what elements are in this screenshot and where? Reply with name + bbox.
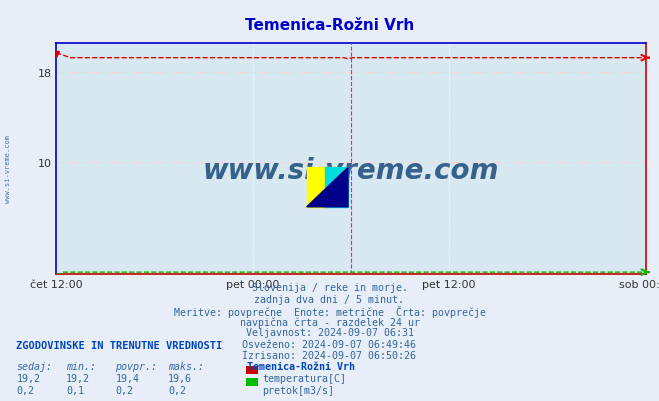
Text: 0,1: 0,1 xyxy=(66,385,84,395)
Bar xyxy=(326,168,348,207)
Text: Meritve: povprečne  Enote: metrične  Črta: povprečje: Meritve: povprečne Enote: metrične Črta:… xyxy=(173,305,486,317)
Text: zadnja dva dni / 5 minut.: zadnja dva dni / 5 minut. xyxy=(254,294,405,304)
Text: maks.:: maks.: xyxy=(168,361,204,371)
Text: www.si-vreme.com: www.si-vreme.com xyxy=(5,134,11,203)
Text: 0,2: 0,2 xyxy=(16,385,34,395)
Text: ZGODOVINSKE IN TRENUTNE VREDNOSTI: ZGODOVINSKE IN TRENUTNE VREDNOSTI xyxy=(16,340,223,350)
Text: Temenica-Rožni Vrh: Temenica-Rožni Vrh xyxy=(247,361,355,371)
Text: Izrisano: 2024-09-07 06:50:26: Izrisano: 2024-09-07 06:50:26 xyxy=(243,350,416,360)
Text: 0,2: 0,2 xyxy=(115,385,133,395)
Text: Osveženo: 2024-09-07 06:49:46: Osveženo: 2024-09-07 06:49:46 xyxy=(243,339,416,349)
Text: navpična črta - razdelek 24 ur: navpična črta - razdelek 24 ur xyxy=(239,316,420,327)
Text: min.:: min.: xyxy=(66,361,96,371)
Text: www.si-vreme.com: www.si-vreme.com xyxy=(203,157,499,185)
Text: 19,2: 19,2 xyxy=(66,373,90,383)
Text: 19,2: 19,2 xyxy=(16,373,40,383)
Text: Temenica-Rožni Vrh: Temenica-Rožni Vrh xyxy=(245,18,414,33)
Text: temperatura[C]: temperatura[C] xyxy=(262,373,346,383)
Text: 19,6: 19,6 xyxy=(168,373,192,383)
Bar xyxy=(306,168,330,207)
Polygon shape xyxy=(306,168,348,207)
Text: povpr.:: povpr.: xyxy=(115,361,158,371)
Text: Slovenija / reke in morje.: Slovenija / reke in morje. xyxy=(252,283,407,293)
Text: sedaj:: sedaj: xyxy=(16,361,53,371)
Text: pretok[m3/s]: pretok[m3/s] xyxy=(262,385,334,395)
Text: Veljavnost: 2024-09-07 06:31: Veljavnost: 2024-09-07 06:31 xyxy=(246,328,413,338)
Text: 19,4: 19,4 xyxy=(115,373,139,383)
Text: 0,2: 0,2 xyxy=(168,385,186,395)
